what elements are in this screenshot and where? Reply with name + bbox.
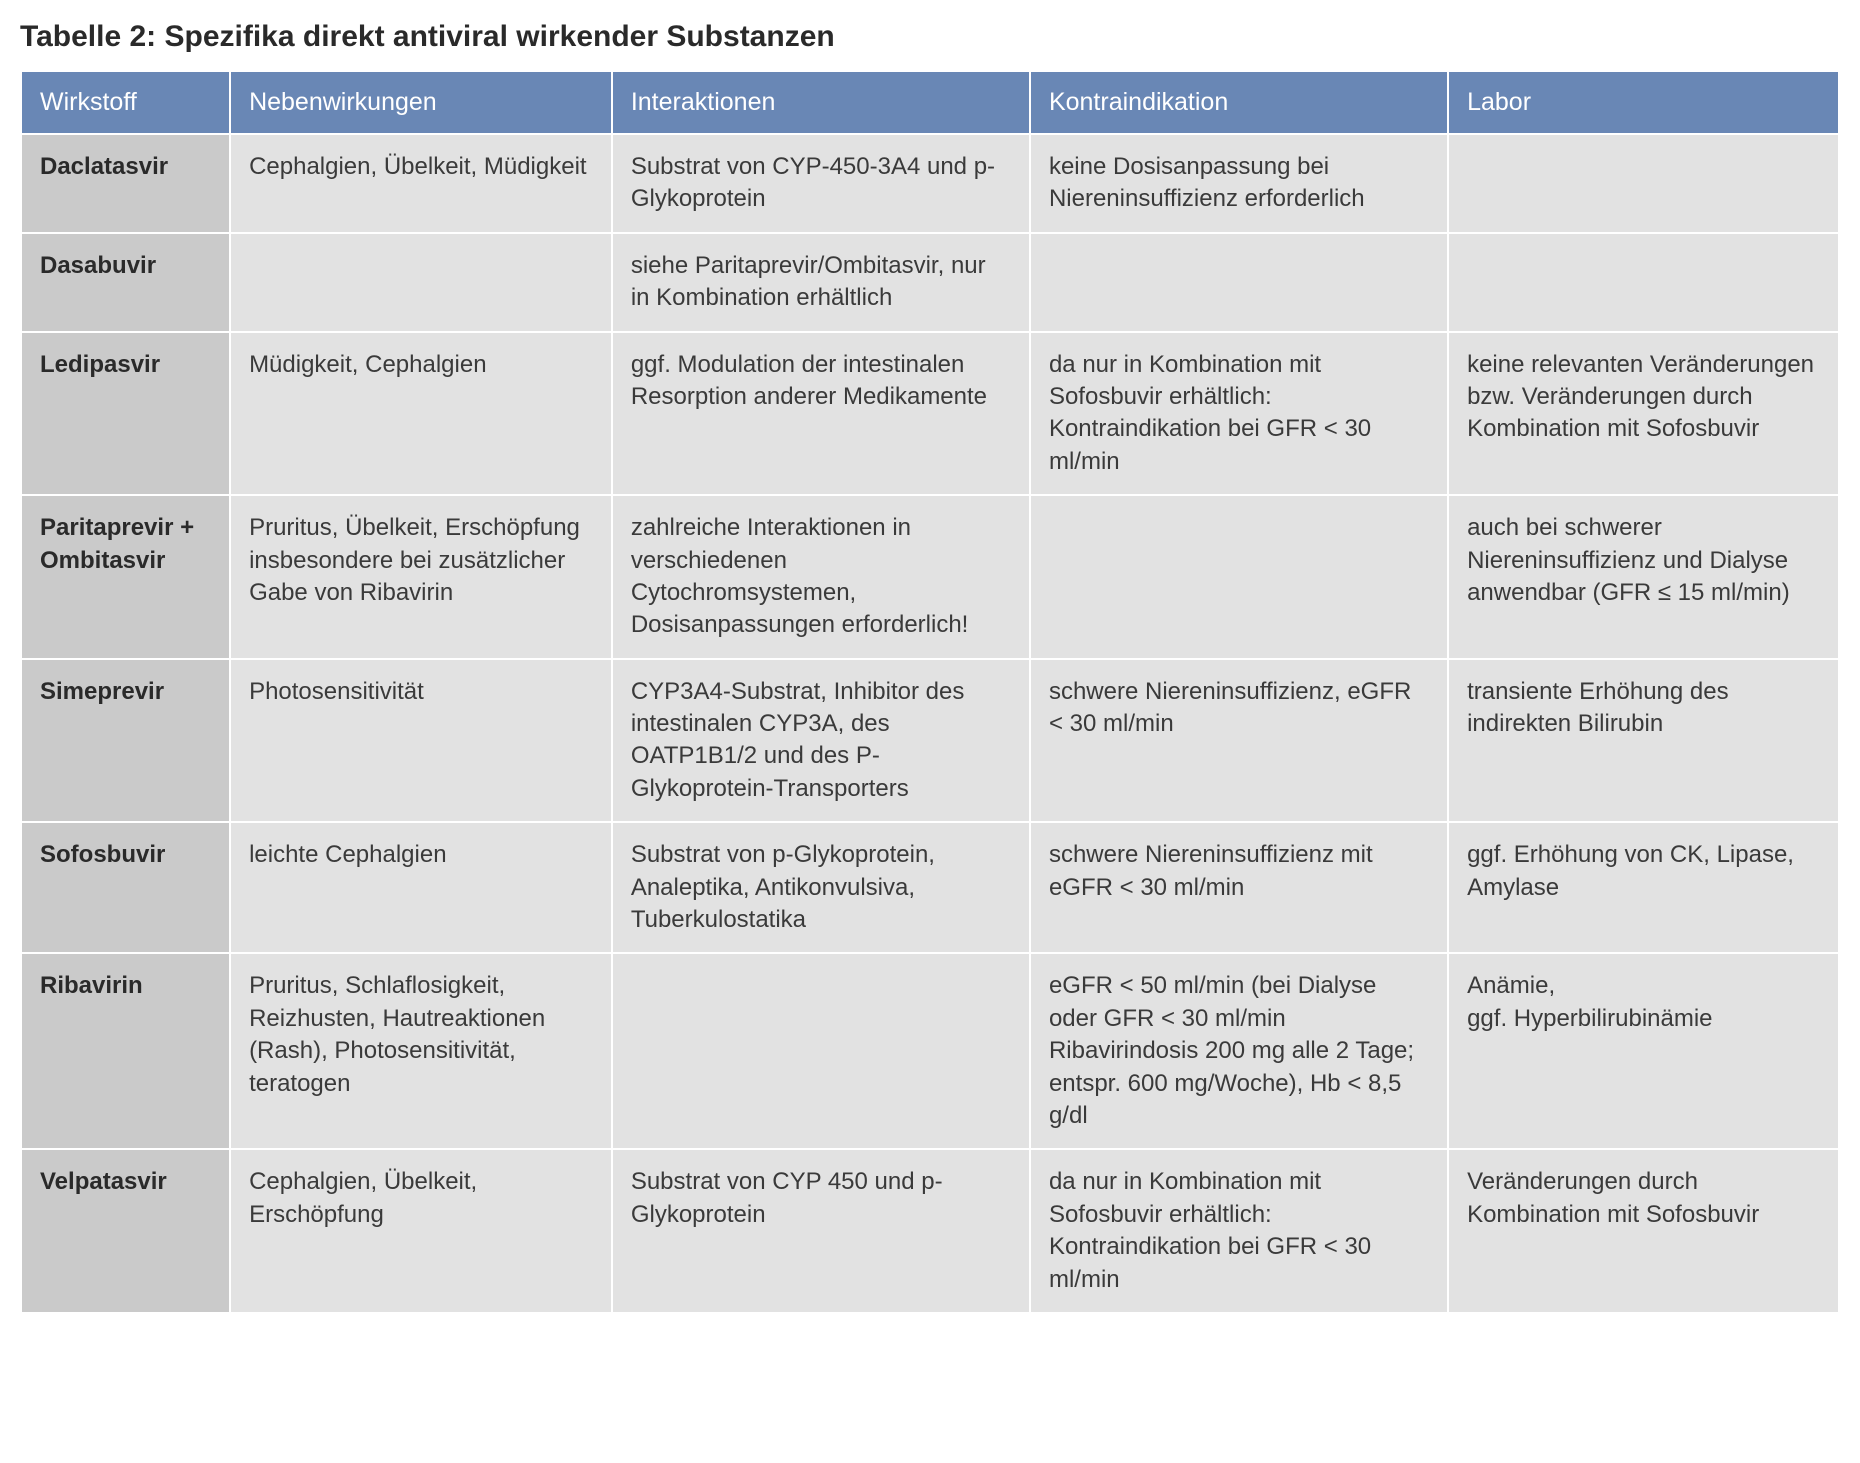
- cell-nebenwirkungen: Cephalgien, Übelkeit, Erschöpfung: [230, 1149, 612, 1313]
- column-header-kontraindikation: Kontraindikation: [1030, 71, 1448, 134]
- cell-wirkstoff: Dasabuvir: [21, 233, 230, 332]
- table-row: Dasabuvir siehe Paritaprevir/Ombitasvir,…: [21, 233, 1839, 332]
- table-container: Tabelle 2: Spezifika direkt antiviral wi…: [20, 20, 1840, 1314]
- cell-interaktionen: Substrat von CYP 450 und p-Glykoprotein: [612, 1149, 1030, 1313]
- cell-labor: Veränderungen durch Kombination mit Sofo…: [1448, 1149, 1839, 1313]
- cell-interaktionen: Substrat von p-Glykoprotein, Analeptika,…: [612, 822, 1030, 953]
- cell-interaktionen: CYP3A4-Substrat, Inhibitor des intestina…: [612, 659, 1030, 823]
- cell-nebenwirkungen: Pruritus, Schlaflosigkeit, Reizhusten, H…: [230, 953, 612, 1149]
- cell-kontraindikation: da nur in Kombination mit Sofosbuvir erh…: [1030, 1149, 1448, 1313]
- cell-kontraindikation: keine Dosisanpassung bei Niereninsuffizi…: [1030, 134, 1448, 233]
- cell-wirkstoff: Ledipasvir: [21, 332, 230, 496]
- cell-labor: ggf. Erhöhung von CK, Lipase, Amylase: [1448, 822, 1839, 953]
- table-row: Daclatasvir Cephalgien, Übelkeit, Müdigk…: [21, 134, 1839, 233]
- cell-wirkstoff: Ribavirin: [21, 953, 230, 1149]
- table-header-row: Wirkstoff Nebenwirkungen Interaktionen K…: [21, 71, 1839, 134]
- table-row: Paritaprevir + Ombitasvir Pruritus, Übel…: [21, 495, 1839, 659]
- cell-interaktionen: [612, 953, 1030, 1149]
- table-row: Simeprevir Photosensitivität CYP3A4-Subs…: [21, 659, 1839, 823]
- table-row: Ribavirin Pruritus, Schlaflosigkeit, Rei…: [21, 953, 1839, 1149]
- cell-nebenwirkungen: Müdigkeit, Cephalgien: [230, 332, 612, 496]
- cell-interaktionen: siehe Paritaprevir/Ombitasvir, nur in Ko…: [612, 233, 1030, 332]
- cell-kontraindikation: schwere Niereninsuffizienz, eGFR < 30 ml…: [1030, 659, 1448, 823]
- cell-nebenwirkungen: [230, 233, 612, 332]
- cell-interaktionen: zahlreiche Interaktionen in verschiedene…: [612, 495, 1030, 659]
- cell-kontraindikation: [1030, 495, 1448, 659]
- column-header-wirkstoff: Wirkstoff: [21, 71, 230, 134]
- cell-wirkstoff: Simeprevir: [21, 659, 230, 823]
- table-row: Ledipasvir Müdigkeit, Cephalgien ggf. Mo…: [21, 332, 1839, 496]
- cell-nebenwirkungen: Cephalgien, Übelkeit, Müdigkeit: [230, 134, 612, 233]
- cell-nebenwirkungen: Photosensitivität: [230, 659, 612, 823]
- cell-nebenwirkungen: Pruritus, Übelkeit, Erschöpfung insbeson…: [230, 495, 612, 659]
- column-header-interaktionen: Interaktionen: [612, 71, 1030, 134]
- cell-nebenwirkungen: leichte Cephalgien: [230, 822, 612, 953]
- table-body: Daclatasvir Cephalgien, Übelkeit, Müdigk…: [21, 134, 1839, 1313]
- cell-wirkstoff: Velpatasvir: [21, 1149, 230, 1313]
- column-header-labor: Labor: [1448, 71, 1839, 134]
- cell-labor: auch bei schwerer Niereninsuffizienz und…: [1448, 495, 1839, 659]
- cell-interaktionen: ggf. Modulation der intestinalen Resorpt…: [612, 332, 1030, 496]
- cell-labor: [1448, 134, 1839, 233]
- cell-wirkstoff: Paritaprevir + Ombitasvir: [21, 495, 230, 659]
- cell-wirkstoff: Daclatasvir: [21, 134, 230, 233]
- cell-kontraindikation: schwere Niereninsuffizienz mit eGFR < 30…: [1030, 822, 1448, 953]
- cell-wirkstoff: Sofosbuvir: [21, 822, 230, 953]
- column-header-nebenwirkungen: Nebenwirkungen: [230, 71, 612, 134]
- cell-labor: transiente Erhöhung des indirekten Bilir…: [1448, 659, 1839, 823]
- cell-kontraindikation: eGFR < 50 ml/min (bei Dialyse oder GFR <…: [1030, 953, 1448, 1149]
- cell-labor: keine relevanten Veränderungen bzw. Verä…: [1448, 332, 1839, 496]
- table-title: Tabelle 2: Spezifika direkt antiviral wi…: [20, 20, 1840, 54]
- cell-kontraindikation: da nur in Kombination mit Sofosbuvir erh…: [1030, 332, 1448, 496]
- cell-interaktionen: Substrat von CYP-450-3A4 und p-Glykoprot…: [612, 134, 1030, 233]
- table-row: Velpatasvir Cephalgien, Übelkeit, Erschö…: [21, 1149, 1839, 1313]
- cell-labor: Anämie,ggf. Hyperbilirubinämie: [1448, 953, 1839, 1149]
- cell-kontraindikation: [1030, 233, 1448, 332]
- antiviral-table: Wirkstoff Nebenwirkungen Interaktionen K…: [20, 70, 1840, 1314]
- cell-labor: [1448, 233, 1839, 332]
- table-row: Sofosbuvir leichte Cephalgien Substrat v…: [21, 822, 1839, 953]
